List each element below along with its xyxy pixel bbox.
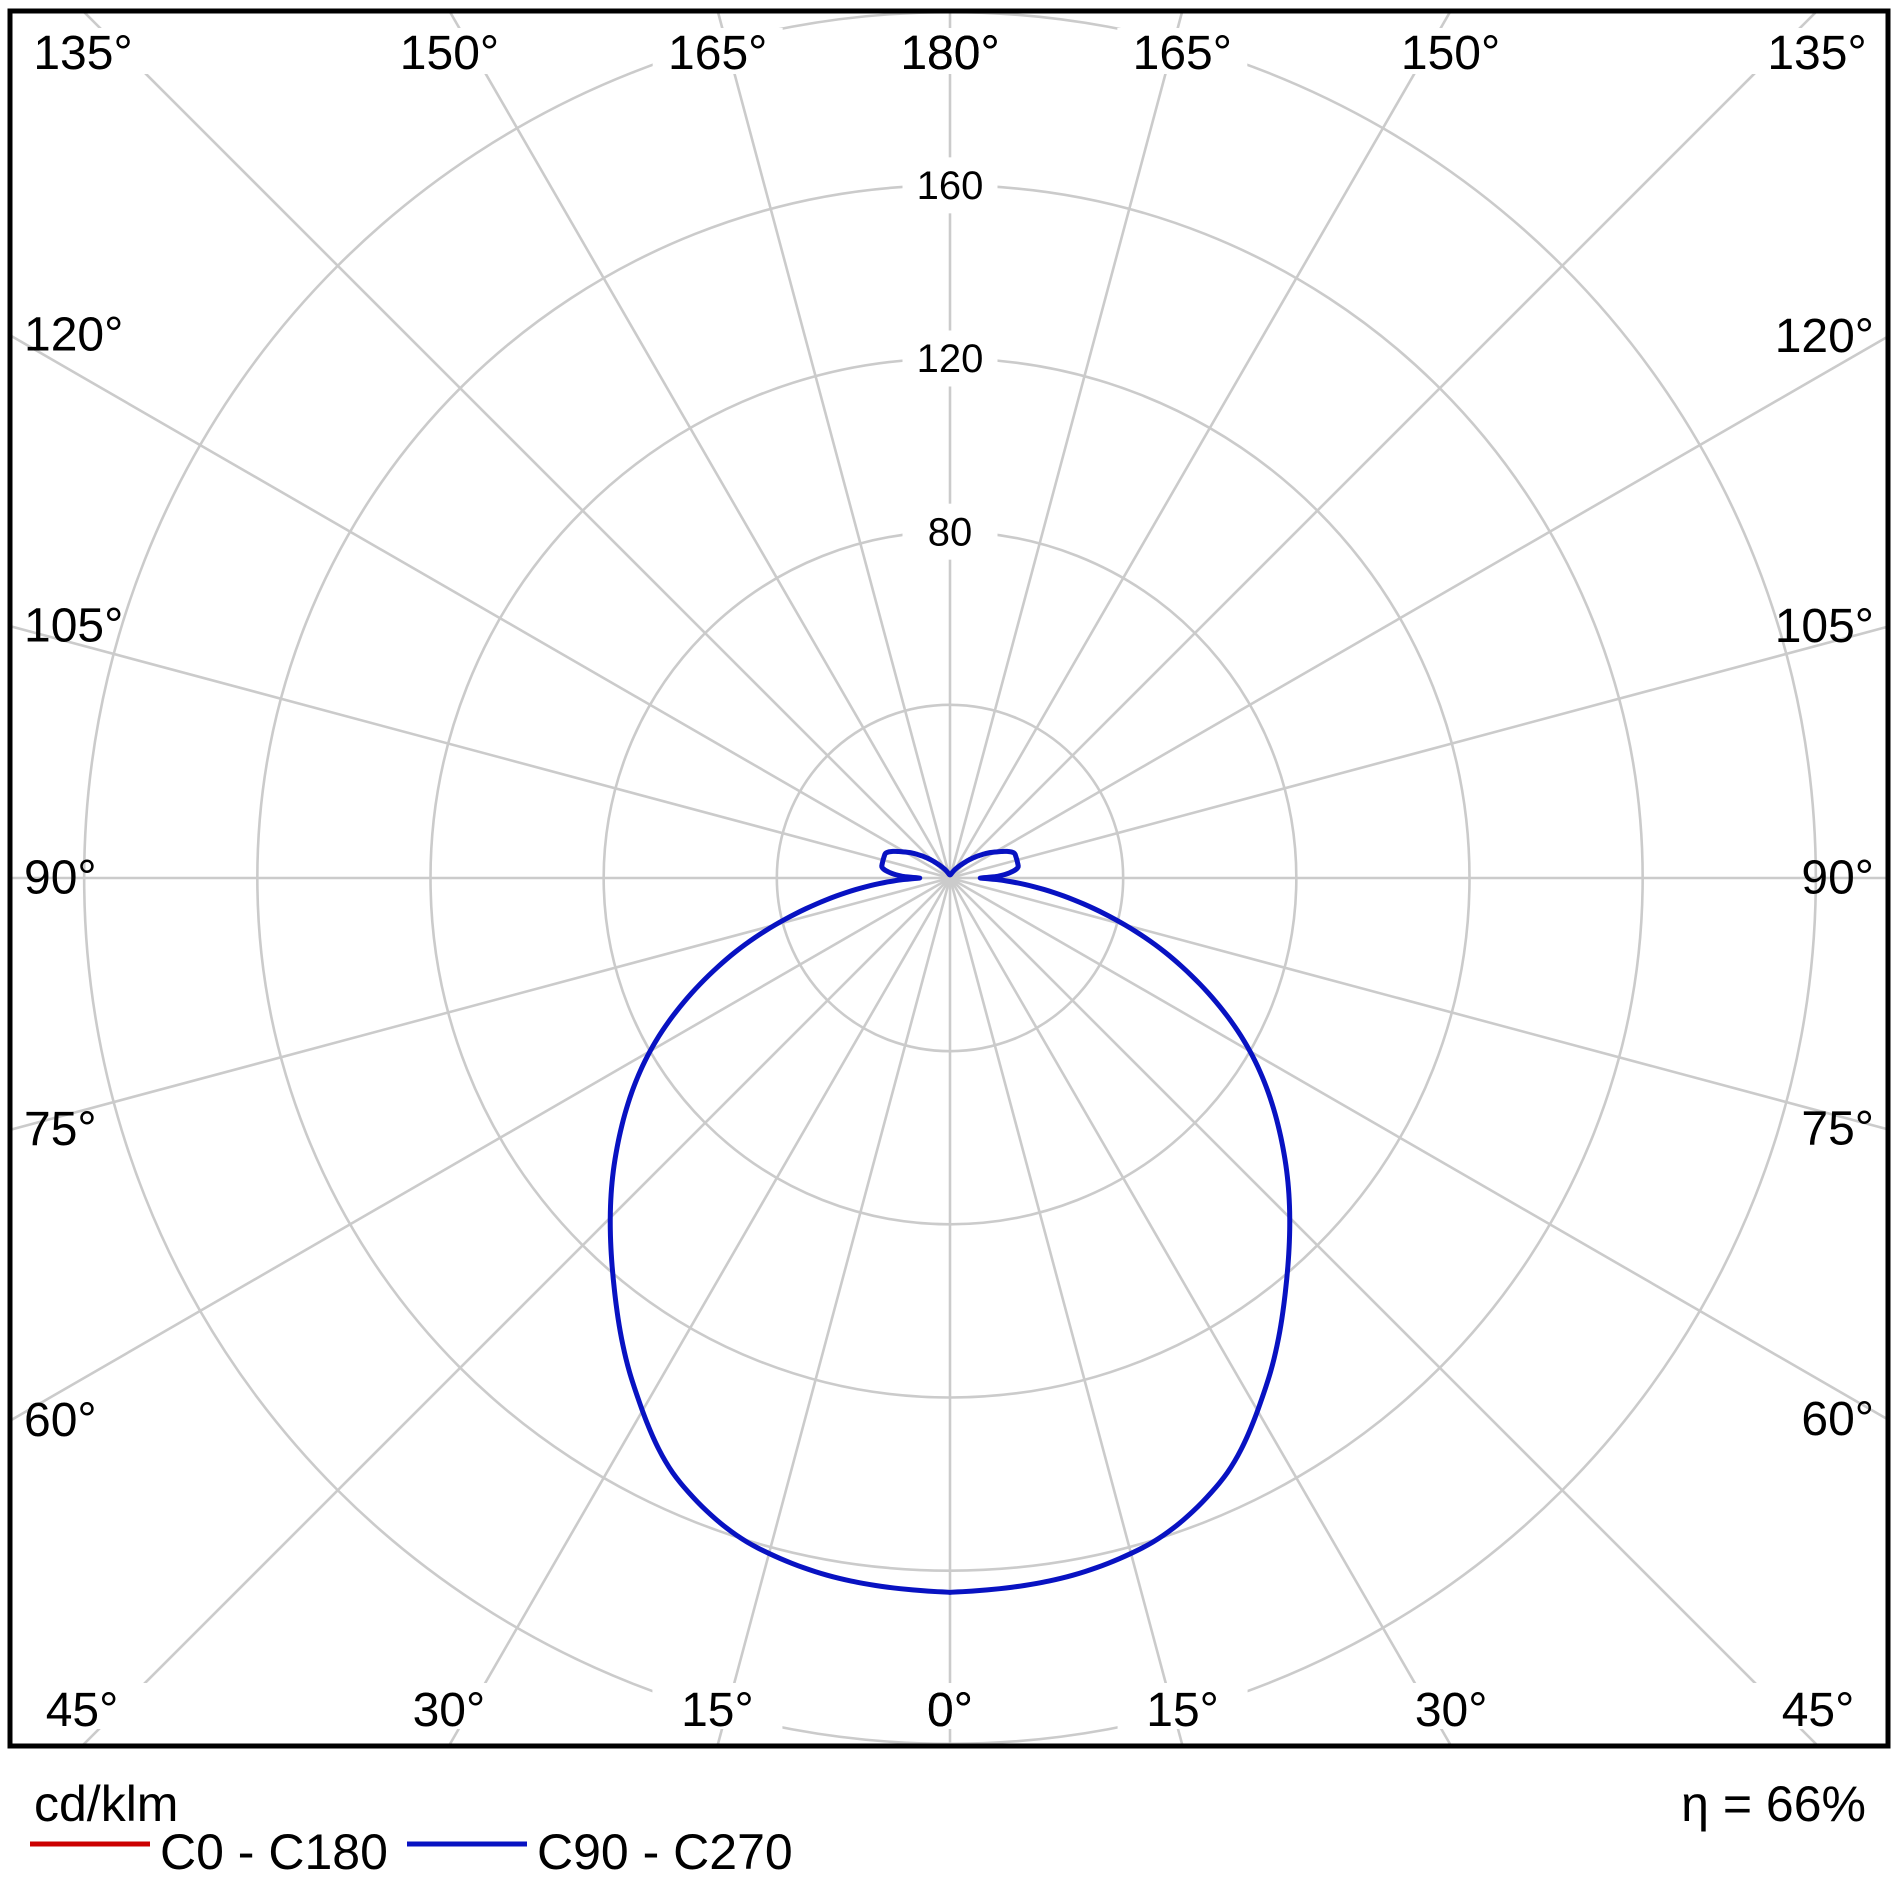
svg-text:C90 - C270: C90 - C270 [537,1824,793,1880]
svg-text:150°: 150° [400,27,499,80]
svg-text:60°: 60° [1801,1393,1874,1446]
svg-text:120°: 120° [24,309,123,362]
svg-text:135°: 135° [1767,27,1866,80]
svg-text:80: 80 [928,510,973,554]
svg-text:135°: 135° [33,27,132,80]
svg-text:90°: 90° [1801,851,1874,904]
svg-text:165°: 165° [1133,27,1232,80]
svg-text:30°: 30° [413,1684,486,1737]
svg-text:105°: 105° [24,599,123,652]
svg-text:cd/klm: cd/klm [34,1776,178,1832]
svg-text:165°: 165° [668,27,767,80]
svg-text:105°: 105° [1775,600,1874,653]
svg-text:C0 - C180: C0 - C180 [160,1824,388,1880]
svg-text:15°: 15° [681,1684,754,1737]
svg-text:45°: 45° [46,1684,119,1737]
svg-text:75°: 75° [24,1103,97,1156]
svg-text:30°: 30° [1415,1684,1488,1737]
svg-text:45°: 45° [1782,1684,1855,1737]
svg-text:60°: 60° [24,1394,97,1447]
svg-text:η = 66%: η = 66% [1681,1776,1866,1832]
svg-text:180°: 180° [900,27,999,80]
svg-text:120: 120 [917,337,984,381]
svg-text:150°: 150° [1401,27,1500,80]
svg-text:15°: 15° [1146,1684,1219,1737]
svg-text:0°: 0° [927,1684,973,1737]
svg-text:75°: 75° [1801,1103,1874,1156]
svg-text:120°: 120° [1775,310,1874,363]
svg-text:160: 160 [917,164,984,208]
svg-text:90°: 90° [24,851,97,904]
